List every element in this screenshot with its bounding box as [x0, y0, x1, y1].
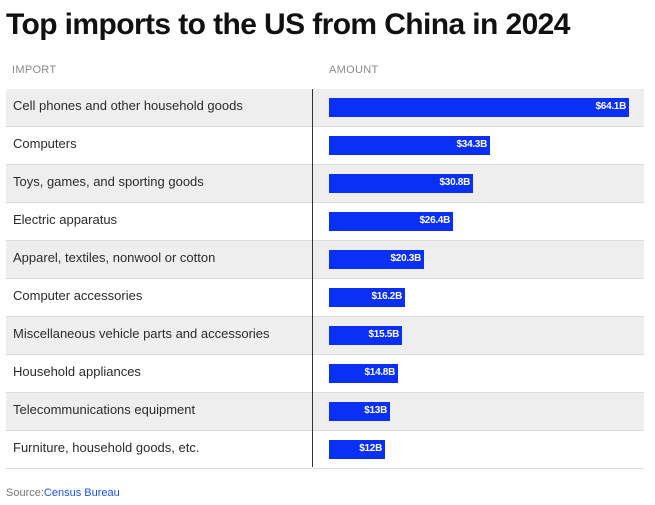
category-label: Computer accessories: [13, 288, 143, 303]
category-label: Furniture, household goods, etc.: [13, 440, 200, 455]
bar-value-label: $26.4B: [419, 215, 451, 226]
bar-value-label: $16.2B: [371, 291, 403, 302]
table-row: Computers $34.3B: [6, 127, 644, 165]
bar-value-label: $12B: [359, 443, 382, 454]
bar: $12B: [329, 440, 385, 459]
category-label: Electric apparatus: [13, 212, 118, 227]
table-row: Apparel, textiles, nonwool or cotton $20.…: [6, 241, 644, 279]
bar: $20.3B: [329, 250, 424, 269]
table-row: Cell phones and other household goods $64…: [6, 89, 644, 127]
source-label: Source:: [6, 487, 44, 499]
bar-value-label: $20.3B: [390, 253, 422, 264]
bar: $26.4B: [329, 212, 453, 231]
category-label: Computers: [13, 136, 77, 151]
category-label: Cell phones and other household goods: [13, 98, 243, 113]
table-row: Electric apparatus $26.4B: [6, 203, 644, 241]
category-label: Apparel, textiles, nonwool or cotton: [13, 250, 216, 265]
bar-value-label: $15.5B: [368, 329, 400, 340]
amount-column-header: AMOUNT: [329, 64, 379, 76]
bar-axis-line: [312, 89, 313, 467]
table-row: Furniture, household goods, etc. $12B: [6, 431, 644, 469]
bar-value-label: $13B: [364, 405, 387, 416]
category-label: Household appliances: [13, 364, 141, 379]
category-label: Telecommunications equipment: [13, 402, 196, 417]
import-table: Cell phones and other household goods $64…: [6, 89, 644, 469]
table-row: Toys, games, and sporting goods $30.8B: [6, 165, 644, 203]
category-label: Miscellaneous vehicle parts and accessor…: [13, 326, 270, 341]
source-note: Source:Census Bureau: [6, 487, 120, 499]
source-link[interactable]: Census Bureau: [43, 487, 120, 499]
bar-value-label: $14.8B: [364, 367, 396, 378]
chart-title: Top imports to the US from China in 2024: [6, 8, 570, 41]
bar-value-label: $30.8B: [439, 177, 471, 188]
bar-value-label: $64.1B: [595, 101, 627, 112]
bar: $14.8B: [329, 364, 398, 383]
bar: $30.8B: [329, 174, 473, 193]
bar: $13B: [329, 402, 390, 421]
bar: $34.3B: [329, 136, 490, 155]
bar-value-label: $34.3B: [456, 139, 488, 150]
bar: $16.2B: [329, 288, 405, 307]
table-row: Telecommunications equipment $13B: [6, 393, 644, 431]
import-column-header: IMPORT: [12, 64, 57, 76]
category-label: Toys, games, and sporting goods: [13, 174, 204, 189]
bar: $64.1B: [329, 98, 629, 117]
bar: $15.5B: [329, 326, 402, 345]
table-row: Miscellaneous vehicle parts and accessor…: [6, 317, 644, 355]
table-row: Household appliances $14.8B: [6, 355, 644, 393]
table-row: Computer accessories $16.2B: [6, 279, 644, 317]
